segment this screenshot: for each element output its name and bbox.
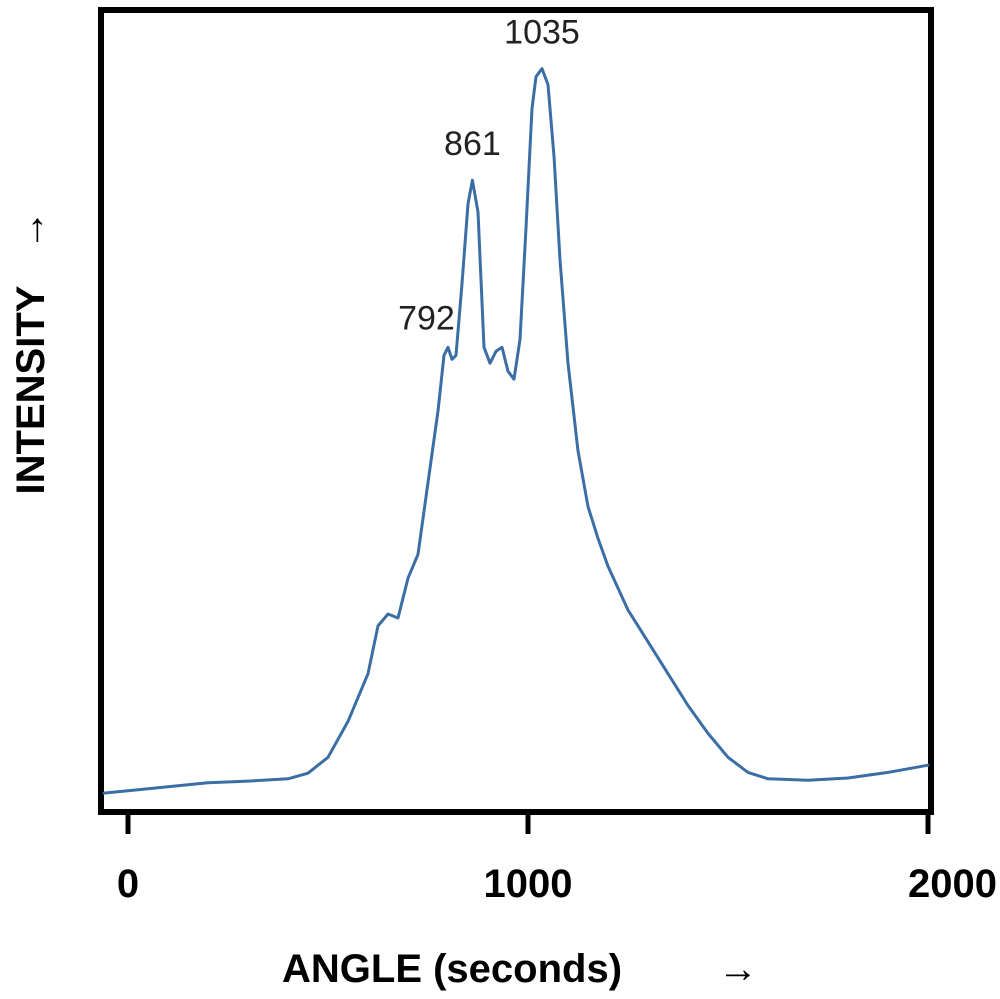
x-tick-label: 1000 [484,862,573,906]
series-line [102,67,930,795]
x-tick-label: 2000 [908,862,997,906]
y-axis-title: INTENSITY → [9,210,53,494]
x-axis-arrow-icon: → [718,947,758,991]
x-axis-title: ANGLE (seconds) → [282,947,758,991]
peak-label-792: 792 [398,299,455,337]
x-tick-label: 0 [117,862,139,906]
plot-frame [98,7,934,815]
peak-label-861: 861 [444,125,501,163]
x-axis-title-text: ANGLE (seconds) [282,947,622,991]
y-axis-arrow-icon: → [9,210,53,250]
x-axis-tick-labels: 0 1000 2000 [117,862,997,906]
y-axis-title-text: INTENSITY [9,285,53,494]
x-axis-ticks [125,812,931,834]
peak-label-1035: 1035 [504,14,580,52]
peak-annotations: 792 861 1035 [398,14,580,338]
